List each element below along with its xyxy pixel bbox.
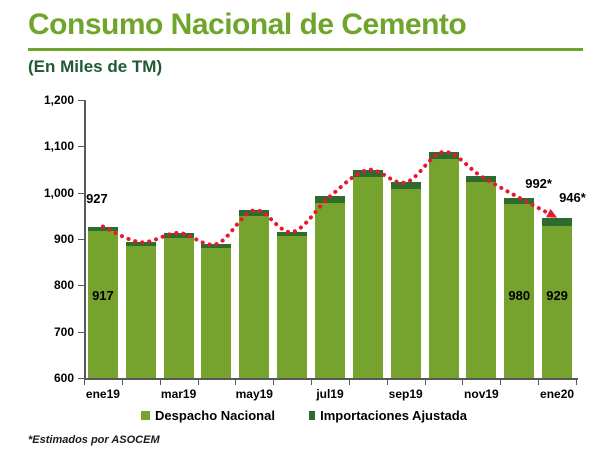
square-swatch-icon — [308, 411, 316, 420]
bar-ago19[interactable] — [352, 169, 383, 378]
x-axis-label-may19: may19 — [235, 387, 273, 401]
bar-oct19[interactable] — [428, 151, 459, 378]
x-axis-tick — [235, 380, 237, 385]
bar-nov19[interactable] — [466, 176, 497, 378]
bar-segment-importaciones — [163, 232, 194, 239]
y-axis-label: 600 — [53, 371, 74, 385]
x-axis-tick — [576, 380, 577, 385]
y-axis-label: 700 — [53, 324, 74, 339]
legend-label-despacho-nacional: Despacho Nacional — [155, 408, 275, 423]
bar-segment-importaciones — [87, 226, 118, 232]
legend-item-importaciones-ajustada[interactable]: Importaciones Ajustada — [308, 408, 467, 423]
trend-value-label: 946* — [559, 189, 586, 205]
title-underline — [28, 48, 583, 51]
bar-value-label: 980 — [508, 288, 531, 303]
square-swatch-icon — [141, 411, 151, 420]
bar-sep19[interactable] — [390, 182, 421, 378]
x-axis-tick — [348, 380, 350, 385]
bar-segment-importaciones — [504, 197, 535, 205]
y-axis-tick — [78, 192, 84, 194]
x-axis-label-nov19: nov19 — [464, 387, 499, 401]
bar-segment-importaciones — [390, 182, 421, 189]
x-axis-tick — [462, 380, 464, 385]
x-axis-label-ene19: ene19 — [85, 387, 120, 401]
bar-segment-importaciones — [428, 151, 459, 160]
page-title: Consumo Nacional de Cemento — [28, 8, 467, 41]
y-axis-label: 1,000 — [43, 185, 74, 200]
bar-value-label: 917 — [92, 288, 114, 303]
bar-segment-importaciones — [542, 217, 573, 226]
footnote: *Estimados por ASOCEM — [28, 434, 160, 446]
x-axis-label-mar19: mar19 — [160, 387, 197, 401]
bar-segment-importaciones — [277, 232, 308, 237]
x-axis-tick — [386, 380, 388, 385]
y-axis-label: 1,100 — [43, 139, 74, 154]
x-axis-label-sep19: sep19 — [388, 387, 423, 401]
y-axis-tick — [78, 239, 84, 240]
trend-value-label: 992* — [525, 175, 552, 191]
x-axis-line — [84, 378, 578, 380]
x-axis-tick — [538, 380, 540, 385]
bar-segment-importaciones — [352, 169, 383, 177]
bar-mar19[interactable] — [163, 232, 194, 378]
bar-abr19[interactable] — [201, 244, 232, 378]
bar-jun19[interactable] — [277, 232, 308, 378]
bar-ene19[interactable] — [87, 226, 118, 378]
y-axis-label: 800 — [53, 278, 74, 293]
y-axis-tick — [78, 146, 84, 148]
bar-segment-importaciones — [239, 210, 270, 216]
y-axis-label: 900 — [53, 232, 74, 246]
x-axis-tick — [311, 380, 313, 385]
bar-segment-importaciones — [315, 196, 345, 203]
x-axis-tick — [424, 380, 426, 385]
y-axis-line — [84, 100, 86, 379]
y-axis-tick — [78, 378, 84, 379]
page-subtitle: (En Miles de TM) — [28, 57, 163, 76]
x-axis-tick — [159, 380, 161, 385]
chart-legend: Despacho Nacional Importaciones Ajustada — [0, 408, 608, 423]
x-axis-tick — [121, 380, 123, 385]
bar-may19[interactable] — [239, 210, 270, 378]
bar-feb19[interactable] — [125, 242, 156, 378]
y-axis-label: 1,200 — [43, 93, 74, 107]
x-axis-label-jul19: jul19 — [316, 387, 344, 401]
legend-label-importaciones-ajustada: Importaciones Ajustada — [320, 408, 467, 423]
plot-area — [84, 100, 576, 378]
x-axis-tick — [84, 380, 85, 385]
x-axis-tick — [500, 380, 502, 385]
y-axis-tick — [78, 331, 84, 333]
legend-item-despacho-nacional[interactable]: Despacho Nacional — [141, 408, 275, 423]
x-axis-tick — [197, 380, 199, 385]
y-axis-tick — [78, 285, 84, 287]
bar-segment-importaciones — [201, 244, 232, 249]
bar-segment-importaciones — [466, 176, 497, 183]
bar-segment-importaciones — [125, 242, 156, 247]
bar-jul19[interactable] — [315, 196, 345, 378]
x-axis-tick — [273, 380, 275, 385]
bar-value-label: 929 — [546, 288, 568, 303]
y-axis-tick — [78, 100, 84, 101]
bar-value-label: 927 — [86, 191, 108, 207]
x-axis-label-ene20: ene20 — [540, 387, 575, 401]
